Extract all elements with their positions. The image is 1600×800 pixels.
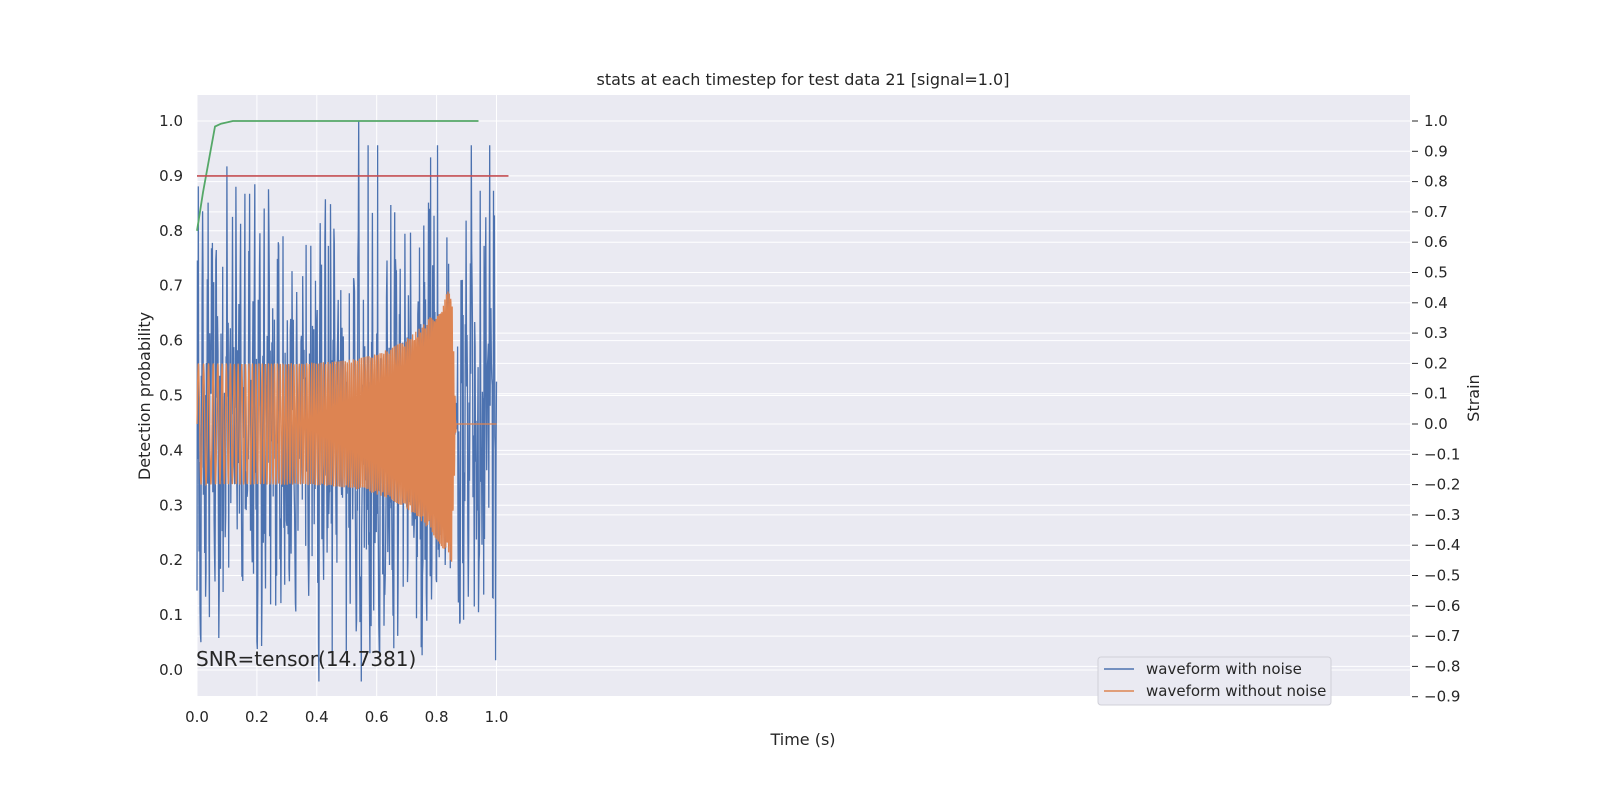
y-tick-right-label: 0.4 — [1424, 294, 1448, 312]
y-tick-right-label: 0.9 — [1424, 142, 1448, 160]
y-tick-right-label: 0.3 — [1424, 324, 1448, 342]
y-tick-right-label: −0.7 — [1424, 627, 1460, 645]
y-tick-right-label: −0.1 — [1424, 445, 1460, 463]
series-waveform-without-noise — [196, 291, 497, 562]
x-tick-label: 0.4 — [305, 708, 329, 726]
legend-label-noise: waveform with noise — [1146, 660, 1302, 678]
grid — [196, 95, 1410, 698]
y-tick-left-label: 0.7 — [159, 277, 183, 295]
series-detection-probability — [196, 120, 479, 231]
y-tick-right-label: 0.2 — [1424, 354, 1448, 372]
x-tick-label: 0.2 — [245, 708, 269, 726]
y-tick-right-label: −0.8 — [1424, 657, 1460, 675]
y-tick-right-label: 0.5 — [1424, 264, 1448, 282]
y-tick-left-label: 1.0 — [159, 112, 183, 130]
y-tick-right-label: −0.9 — [1424, 688, 1460, 706]
legend-box — [1097, 656, 1332, 706]
x-tick-label: 0.0 — [185, 708, 209, 726]
y-tick-left-label: 0.1 — [159, 606, 183, 624]
y-tick-left-label: 0.5 — [159, 387, 183, 405]
y-ticks-left: 0.0 0.1 0.2 0.3 0.4 0.5 0.6 0.7 0.8 0.9 1.0 — [159, 112, 183, 679]
snr-annotation: SNR=tensor(14.7381) — [196, 647, 416, 671]
y-tick-right-label: 0.8 — [1424, 173, 1448, 191]
series-layer — [196, 120, 509, 682]
x-tick-label: 0.8 — [425, 708, 449, 726]
y-tick-right-label: −0.3 — [1424, 506, 1460, 524]
legend: waveform with noise waveform without noi… — [1097, 656, 1332, 706]
y-tick-left-label: 0.4 — [159, 441, 183, 459]
y-tick-right-label: −0.5 — [1424, 567, 1460, 585]
x-axis-label: Time (s) — [769, 730, 835, 749]
y-tick-left-label: 0.6 — [159, 332, 183, 350]
y-ticks-right: −0.9 −0.8 −0.7 −0.6 −0.5 −0.4 −0.3 −0.2 −0.1 0.0 0… — [1412, 112, 1460, 706]
y-tick-right-label: −0.2 — [1424, 476, 1460, 494]
chart-title: stats at each timestep for test data 21 … — [597, 70, 1010, 89]
y-tick-right-label: −0.6 — [1424, 597, 1460, 615]
x-tick-label: 0.6 — [365, 708, 389, 726]
x-tick-label: 1.0 — [485, 708, 509, 726]
y-tick-left-label: 0.9 — [159, 167, 183, 185]
y-axis-label-left: Detection probability — [135, 312, 154, 480]
y-tick-right-label: 1.0 — [1424, 112, 1448, 130]
y-tick-left-label: 0.8 — [159, 222, 183, 240]
y-tick-right-label: 0.7 — [1424, 203, 1448, 221]
y-tick-right-label: 0.0 — [1424, 415, 1448, 433]
x-ticks: 0.0 0.2 0.4 0.6 0.8 1.0 — [185, 708, 508, 726]
y-tick-left-label: 0.0 — [159, 661, 183, 679]
y-tick-left-label: 0.3 — [159, 496, 183, 514]
y-tick-right-label: 0.1 — [1424, 385, 1448, 403]
y-tick-left-label: 0.2 — [159, 551, 183, 569]
y-tick-right-label: −0.4 — [1424, 536, 1460, 554]
y-axis-label-right: Strain — [1464, 374, 1483, 421]
y-tick-right-label: 0.6 — [1424, 233, 1448, 251]
legend-label-clean: waveform without noise — [1146, 682, 1326, 700]
